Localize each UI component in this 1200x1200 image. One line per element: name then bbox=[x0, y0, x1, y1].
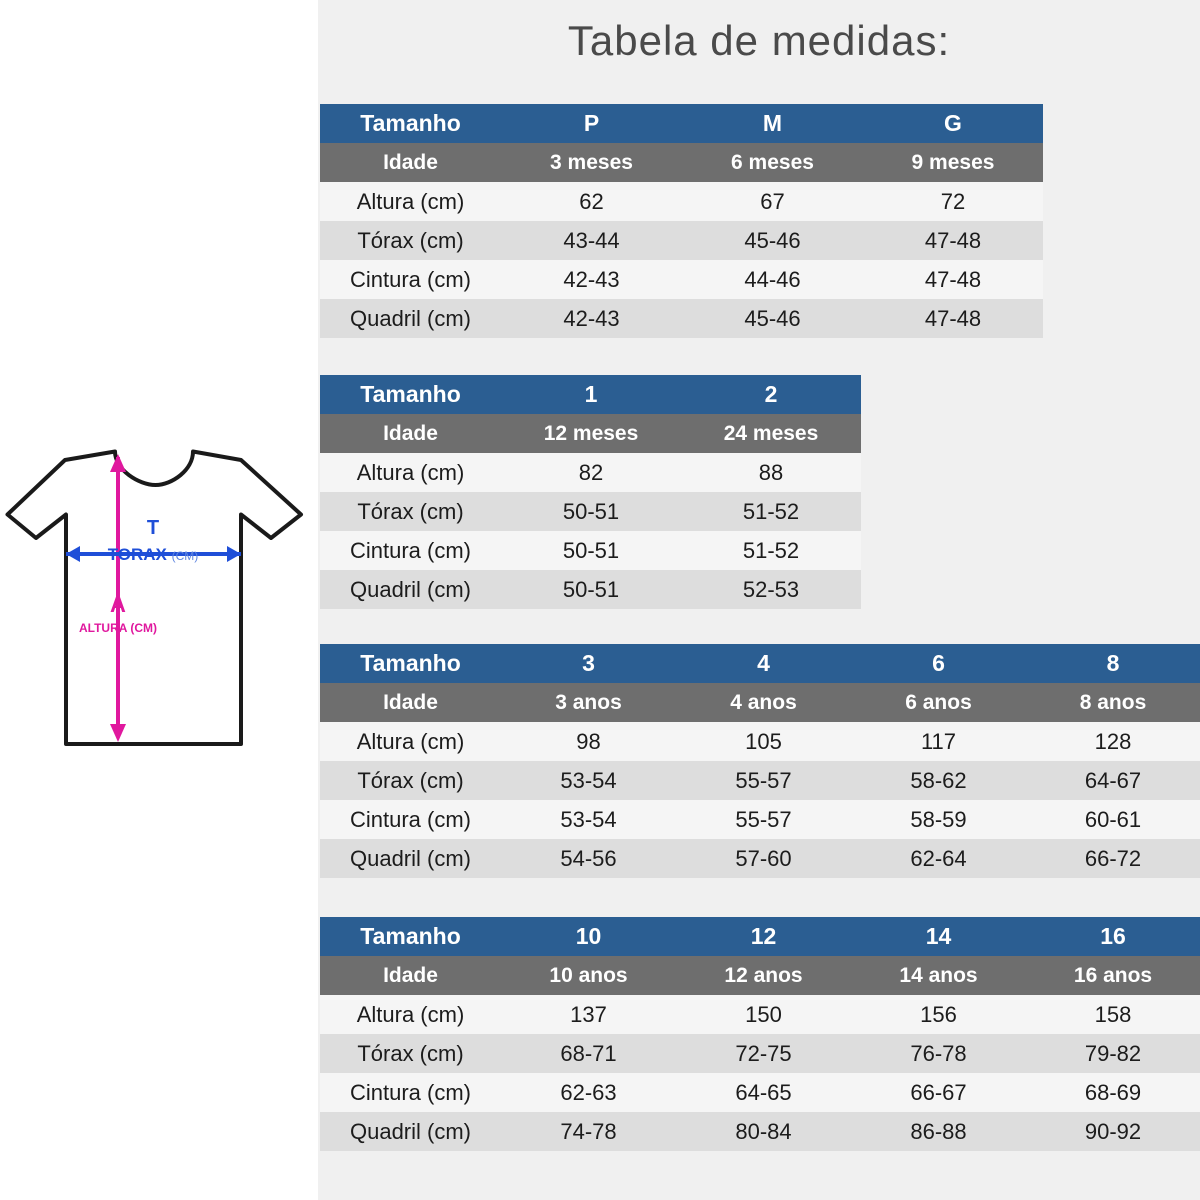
svg-text:T: T bbox=[147, 517, 159, 539]
svg-text:ALTURA (CM): ALTURA (CM) bbox=[79, 621, 157, 635]
svg-text:A: A bbox=[110, 592, 126, 617]
